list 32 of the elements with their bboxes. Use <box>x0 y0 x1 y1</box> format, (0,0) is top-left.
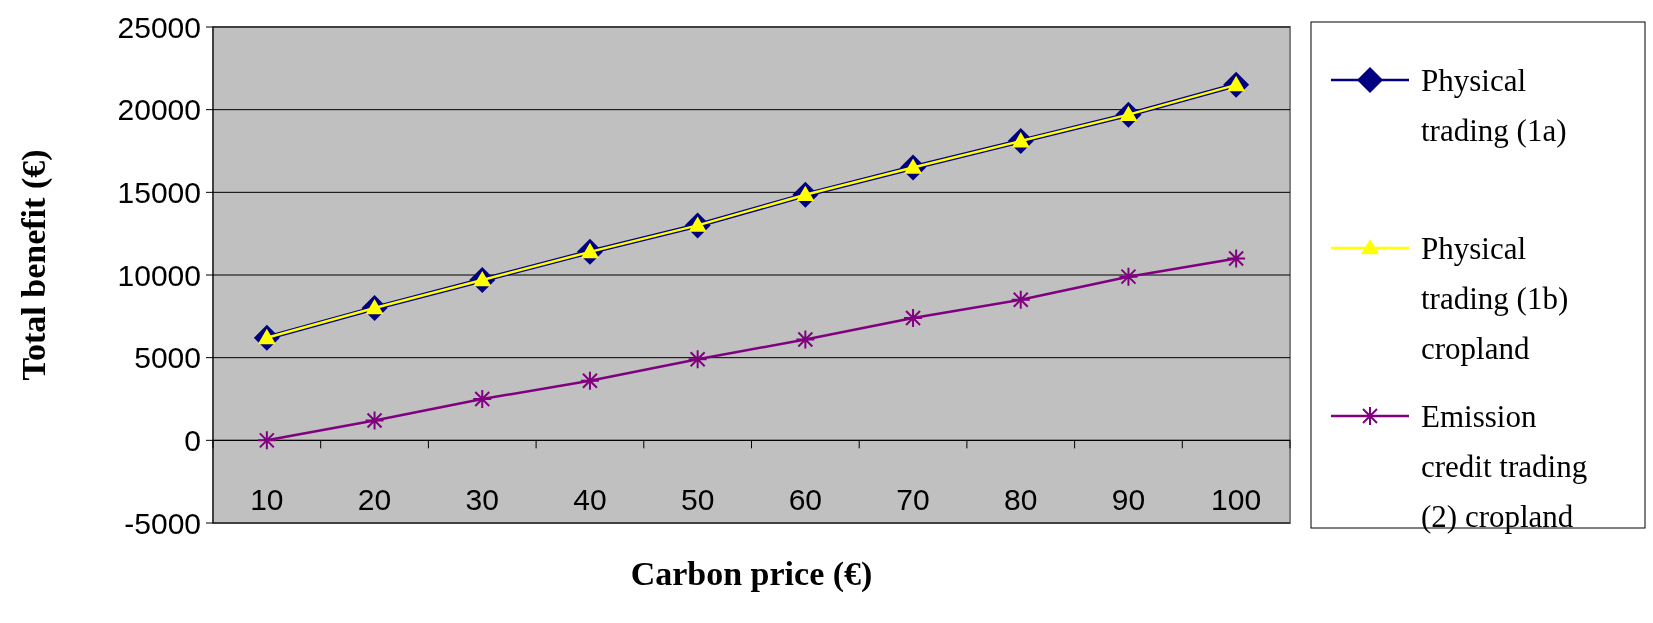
y-tick-label: 15000 <box>117 175 201 209</box>
x-tick-label: 10 <box>250 482 284 516</box>
y-tick-label: 25000 <box>117 10 201 44</box>
point <box>1010 289 1031 310</box>
point <box>903 307 924 328</box>
point <box>364 410 385 431</box>
point <box>795 329 816 350</box>
x-tick-label: 70 <box>896 482 930 516</box>
x-tick-label: 80 <box>1004 482 1038 516</box>
y-tick-label: 10000 <box>117 258 201 292</box>
x-tick-label: 90 <box>1111 482 1146 516</box>
x-tick-label: 50 <box>680 482 715 516</box>
x-tick-label: 60 <box>788 482 823 516</box>
x-tick-label: 100 <box>1211 482 1262 516</box>
point <box>687 349 708 370</box>
y-tick-label: 5000 <box>134 341 201 375</box>
y-tick-label: 0 <box>184 423 201 457</box>
legend-label: Physical trading (1b) cropland <box>1421 230 1569 366</box>
x-tick-label: 20 <box>357 482 392 516</box>
y-tick-label: -5000 <box>124 506 201 540</box>
point <box>1118 266 1139 287</box>
point <box>1226 248 1247 269</box>
point <box>472 389 493 409</box>
x-tick-label: 40 <box>573 482 607 516</box>
point <box>579 370 600 391</box>
point <box>256 430 277 451</box>
x-tick-label: 30 <box>465 482 499 516</box>
legend-label: Emission credit trading (2) cropland <box>1421 398 1588 534</box>
y-tick-label: 20000 <box>117 93 201 127</box>
legend-label: Physical trading (1a) <box>1421 62 1567 148</box>
x-axis-title: Carbon price (€) <box>630 555 873 593</box>
y-axis-title: Total benefit (€) <box>15 149 53 381</box>
